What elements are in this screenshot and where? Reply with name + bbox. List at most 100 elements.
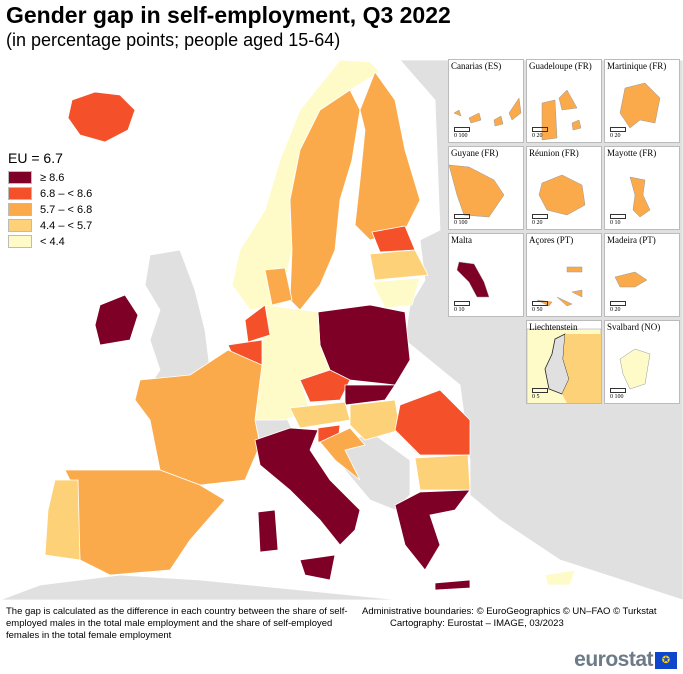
region-france	[134, 349, 263, 486]
legend-eu-value: EU = 6.7	[8, 150, 63, 166]
inset-region	[619, 82, 661, 129]
inset-map: Malta 0 10	[448, 233, 524, 317]
region-cyprus	[544, 569, 576, 586]
logo-text: eurostat	[574, 648, 653, 671]
region-crete	[434, 579, 471, 591]
region-denmark	[264, 267, 293, 306]
scale-label: 0 50	[532, 307, 543, 313]
legend-label: 5.7 – < 6.8	[40, 203, 93, 216]
legend-swatch	[8, 219, 32, 232]
legend-item: 5.7 – < 6.8	[8, 202, 92, 217]
region-netherlands	[244, 304, 271, 343]
inset-region	[449, 164, 505, 218]
inset-map: Açores (PT) 0 50	[526, 233, 602, 317]
region-romania	[394, 389, 471, 456]
inset-label: Madeira (PT)	[607, 235, 656, 245]
scale-label: 0 10	[610, 220, 621, 226]
region-ireland	[94, 294, 139, 346]
region-portugal	[44, 479, 81, 561]
inset-label: Réunion (FR)	[529, 148, 579, 158]
scale-bar: 0 20	[610, 301, 626, 313]
scale-label: 0 20	[610, 307, 621, 313]
inset-map: Liechtenstein 0 5	[526, 320, 602, 404]
region-croatia	[319, 427, 366, 481]
scale-bar: 0 20	[532, 127, 548, 139]
scale-bar: 0 50	[532, 301, 548, 313]
scale-bar: 0 10	[454, 301, 470, 313]
scale-bar: 0 5	[532, 388, 548, 400]
inset-map: Guyane (FR) 0 100	[448, 146, 524, 230]
inset-label: Canarias (ES)	[451, 61, 502, 71]
inset-map: Canarias (ES) 0 100	[448, 59, 524, 143]
region-hungary	[349, 399, 401, 441]
legend-item: 4.4 – < 5.7	[8, 218, 92, 233]
scale-bar: 0 100	[610, 388, 626, 400]
scale-label: 0 100	[454, 133, 468, 139]
legend-label: 6.8 – < 8.6	[40, 187, 93, 200]
region-sardinia	[257, 509, 279, 553]
inset-map: Martinique (FR) 0 20	[604, 59, 680, 143]
eurostat-logo: eurostat ✪	[574, 648, 677, 672]
inset-label: Liechtenstein	[529, 322, 578, 332]
scale-bar: 0 100	[454, 214, 470, 226]
legend-swatch	[8, 235, 32, 248]
inset-region	[536, 266, 583, 307]
inset-label: Malta	[451, 235, 472, 245]
inset-label: Guyane (FR)	[451, 148, 499, 158]
inset-label: Açores (PT)	[529, 235, 574, 245]
legend: EU = 6.7 ≥ 8.6 6.8 – < 8.6 5.7 – < 6.8 4.4 …	[8, 150, 92, 250]
legend-item: < 4.4	[8, 234, 92, 249]
scale-bar: 0 20	[532, 214, 548, 226]
region-italy	[254, 427, 361, 546]
inset-map: Guadeloupe (FR) 0 20	[526, 59, 602, 143]
scale-label: 0 5	[532, 394, 540, 400]
boundaries-credit: Administrative boundaries: © EuroGeograp…	[362, 606, 657, 617]
legend-swatch	[8, 203, 32, 216]
inset-label: Martinique (FR)	[607, 61, 667, 71]
inset-region	[614, 271, 648, 288]
inset-map: Madeira (PT) 0 20	[604, 233, 680, 317]
scale-label: 0 20	[610, 133, 621, 139]
inset-region	[629, 176, 651, 218]
inset-map: Mayotte (FR) 0 10	[604, 146, 680, 230]
scale-label: 0 100	[454, 220, 468, 226]
inset-map: Réunion (FR) 0 20	[526, 146, 602, 230]
eu-flag-icon: ✪	[655, 651, 677, 669]
inset-region	[456, 261, 490, 298]
region-finland	[354, 71, 421, 241]
legend-label: < 4.4	[40, 235, 65, 248]
inset-label: Mayotte (FR)	[607, 148, 657, 158]
inset-map: Svalbard (NO) 0 100	[604, 320, 680, 404]
legend-swatch	[8, 171, 32, 184]
region-latvia	[369, 249, 429, 281]
scale-bar: 0 10	[610, 214, 626, 226]
map-subtitle: (in percentage points; people aged 15-64…	[6, 30, 341, 50]
scale-bar: 0 100	[454, 127, 470, 139]
cartography-credit: Cartography: Eurostat – IMAGE, 03/2023	[390, 618, 564, 629]
region-iceland	[67, 91, 136, 143]
region-lithuania	[371, 277, 421, 309]
scale-label: 0 20	[532, 133, 543, 139]
legend-swatch	[8, 187, 32, 200]
scale-label: 0 20	[532, 220, 543, 226]
region-bulgaria	[414, 454, 471, 491]
region-sicily	[299, 554, 336, 581]
inset-region	[453, 97, 522, 127]
scale-bar: 0 20	[610, 127, 626, 139]
region-greece	[394, 489, 471, 571]
legend-label: 4.4 – < 5.7	[40, 219, 93, 232]
region-spain	[64, 469, 226, 576]
legend-item: ≥ 8.6	[8, 170, 92, 185]
legend-label: ≥ 8.6	[40, 171, 65, 184]
inset-label: Guadeloupe (FR)	[529, 61, 592, 71]
legend-item: 6.8 – < 8.6	[8, 186, 92, 201]
map-title: Gender gap in self-employment, Q3 2022	[6, 2, 451, 28]
scale-label: 0 100	[610, 394, 624, 400]
credits: Administrative boundaries: © EuroGeograp…	[362, 606, 657, 630]
region-slovakia	[344, 384, 396, 406]
inset-region	[538, 174, 586, 216]
footnote: The gap is calculated as the difference …	[6, 606, 348, 641]
inset-label: Svalbard (NO)	[607, 322, 661, 332]
region-africa	[0, 574, 401, 601]
